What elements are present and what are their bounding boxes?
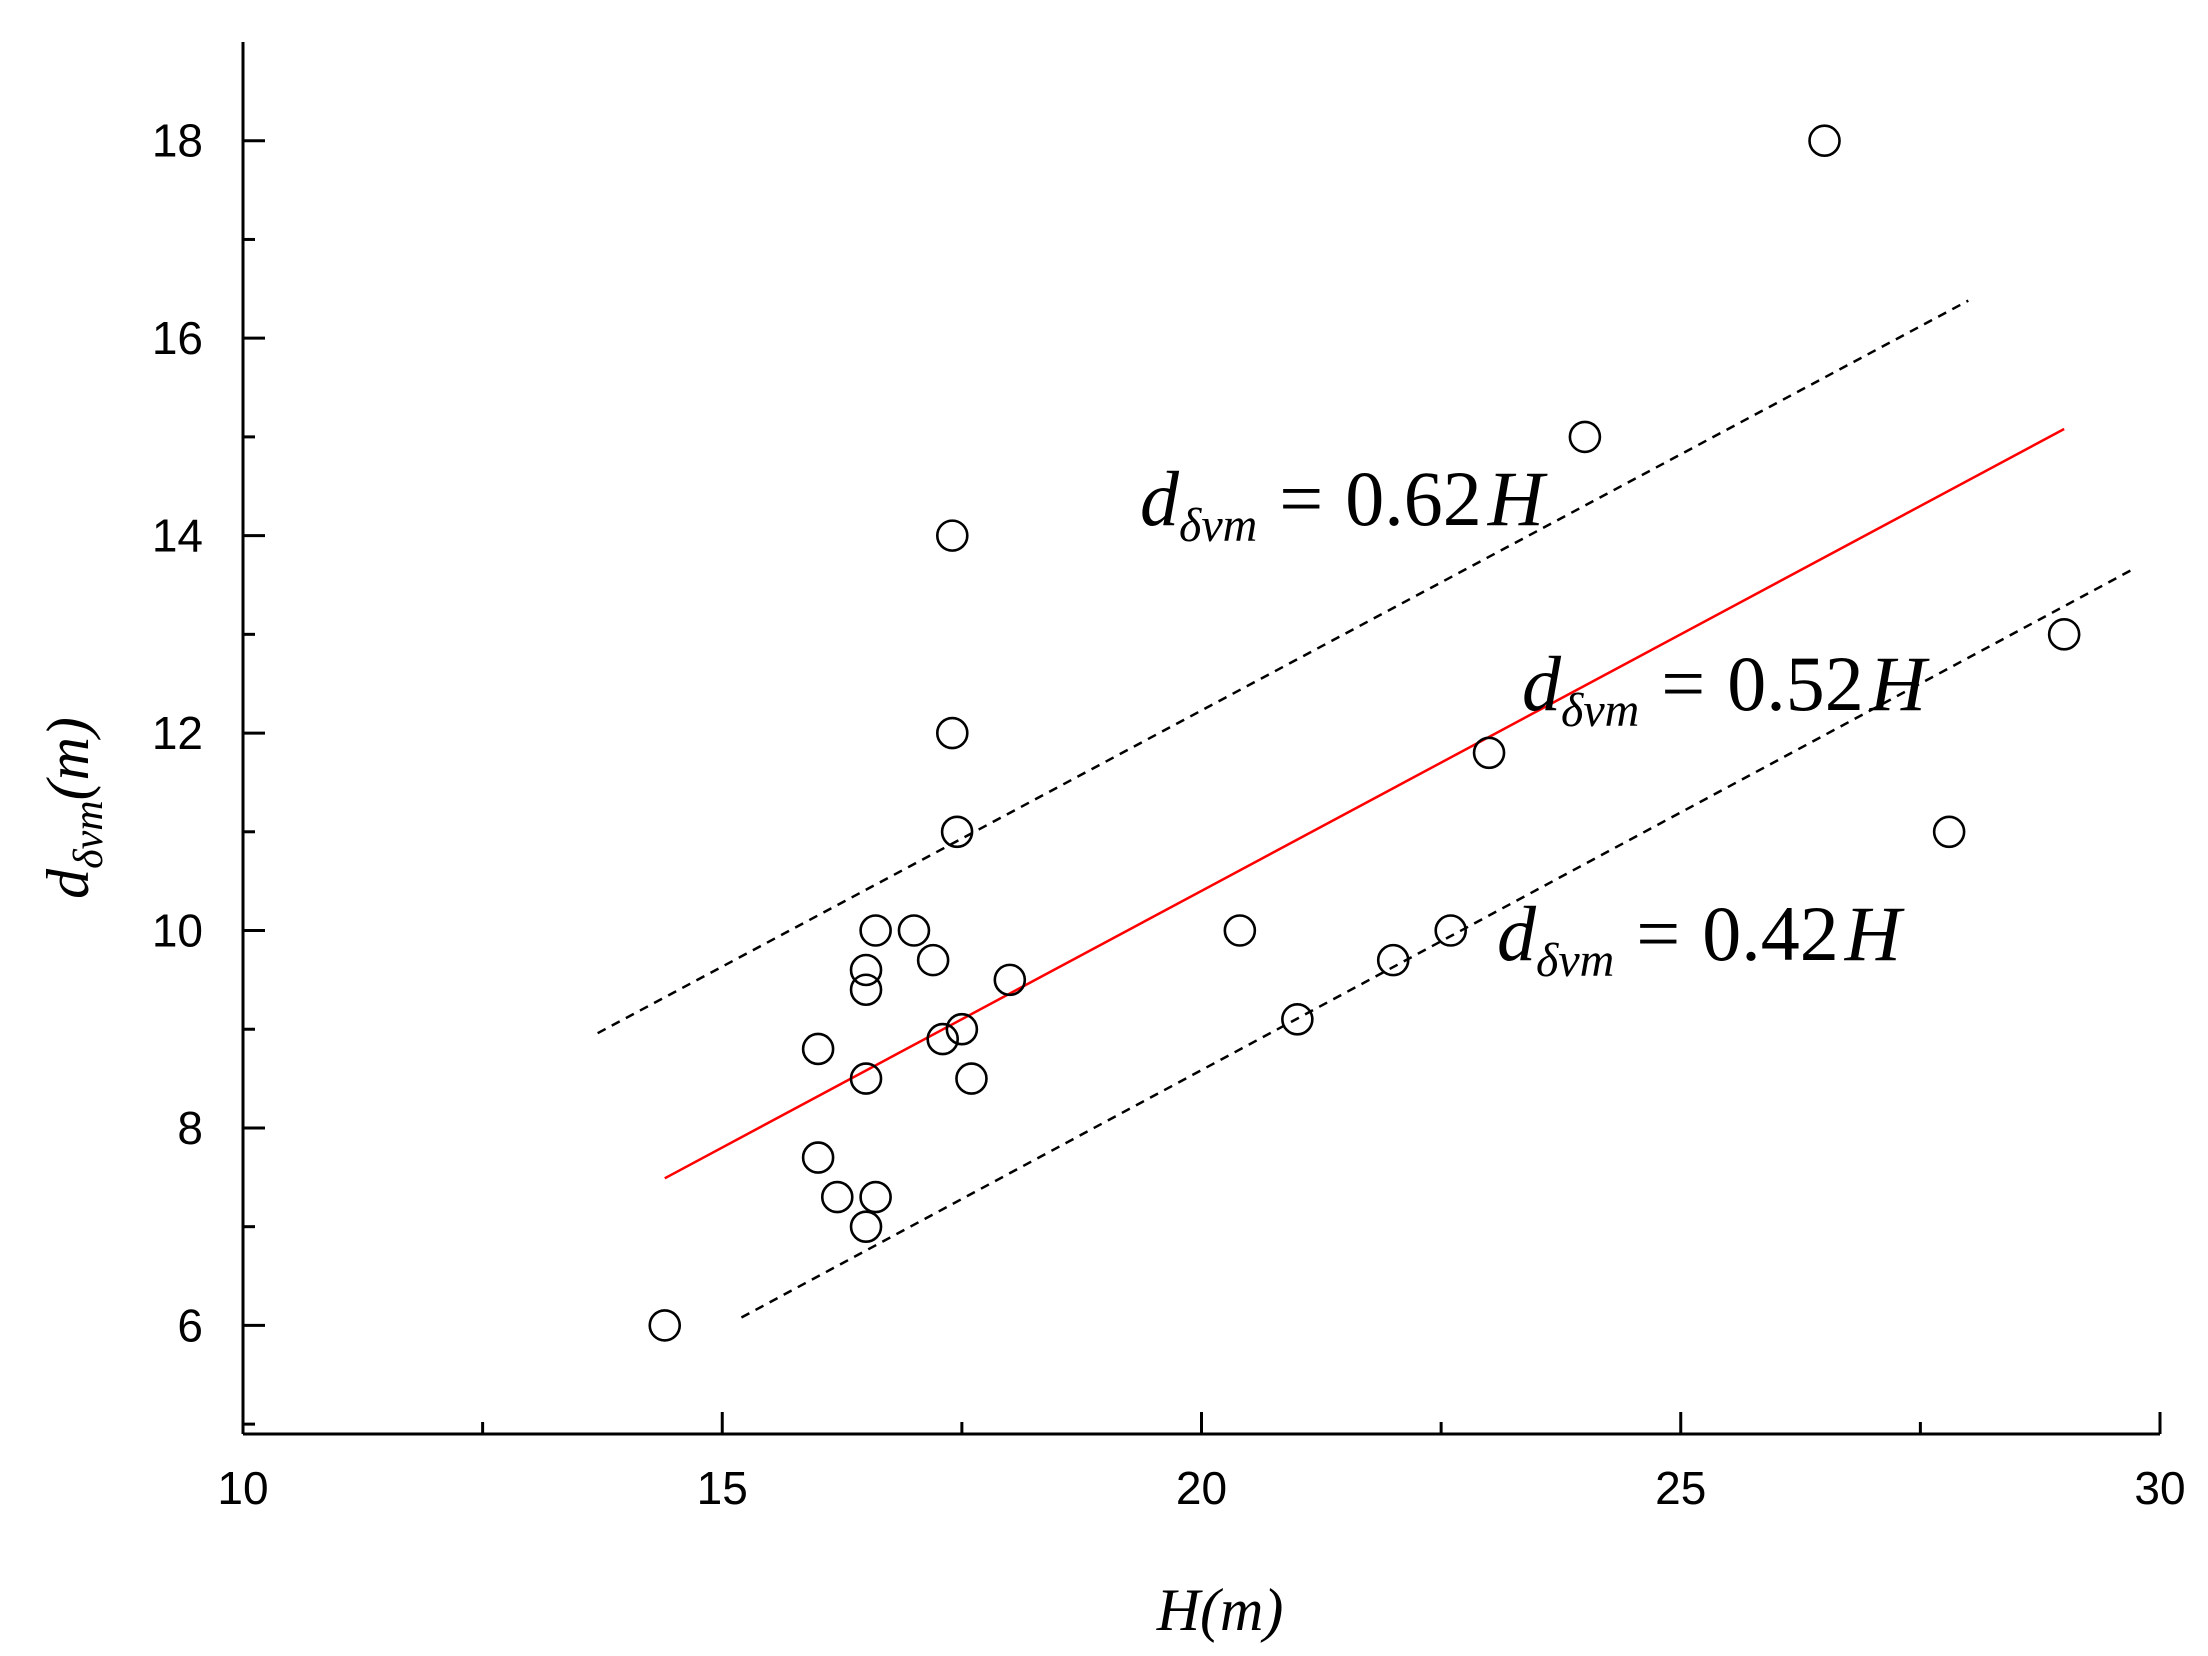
x-tick-label-20: 20 <box>1176 1462 1227 1514</box>
fit-line-052 <box>664 427 2065 1180</box>
data-point-18 <box>993 963 1027 997</box>
data-point-19 <box>1223 914 1257 947</box>
data-point-20 <box>1281 1003 1314 1036</box>
data-point-4 <box>849 953 883 987</box>
data-point-0 <box>648 1309 682 1342</box>
x-tick-label-25: 25 <box>1655 1462 1706 1514</box>
y-tick-label-18: 18 <box>152 115 203 167</box>
data-point-24 <box>1568 420 1602 454</box>
y-tick-label-14: 14 <box>152 510 203 562</box>
data-point-21 <box>1376 943 1410 977</box>
data-point-11 <box>916 943 950 977</box>
fit-line-042 <box>740 569 2132 1319</box>
data-point-10 <box>897 914 931 947</box>
data-points <box>648 124 2081 1342</box>
y-tick-label-16: 16 <box>152 312 203 364</box>
data-point-16 <box>945 1012 979 1046</box>
equation-label-052: dδvm = 0.52H <box>1522 640 1930 737</box>
data-point-1 <box>801 1032 835 1066</box>
y-tick-label-10: 10 <box>152 905 203 957</box>
data-point-17 <box>955 1062 988 1095</box>
y-tick-label-12: 12 <box>152 707 203 759</box>
fit-lines <box>597 299 2132 1319</box>
y-axis-title: dδvm(m) <box>35 717 112 899</box>
equation-label-062: dδvm = 0.62H <box>1140 455 1548 552</box>
y-tick-label-6: 6 <box>177 1299 203 1351</box>
axes: 10 15 20 25 30 6 8 10 12 14 16 18 <box>152 42 2186 1514</box>
data-point-2 <box>801 1141 835 1174</box>
x-tick-label-15: 15 <box>697 1462 748 1514</box>
fit-line-062 <box>597 299 1969 1035</box>
x-axis-title: H(m) <box>1156 1577 1284 1643</box>
data-point-7 <box>849 1210 883 1243</box>
data-point-6 <box>849 1062 883 1095</box>
data-point-23 <box>1472 736 1506 770</box>
data-point-26 <box>1932 815 1966 849</box>
data-point-12 <box>926 1022 960 1056</box>
data-point-25 <box>1808 124 1841 158</box>
data-point-5 <box>849 973 883 1007</box>
data-point-22 <box>1434 914 1468 947</box>
y-tick-label-8: 8 <box>177 1102 203 1154</box>
data-point-3 <box>820 1180 854 1214</box>
data-point-9 <box>859 1180 892 1214</box>
data-point-15 <box>940 815 974 849</box>
data-point-14 <box>935 716 969 750</box>
equation-label-042: dδvm = 0.42H <box>1497 890 1905 987</box>
data-point-27 <box>2047 618 2081 651</box>
data-point-8 <box>859 914 892 947</box>
data-point-13 <box>935 519 969 552</box>
x-tick-label-10: 10 <box>217 1462 268 1514</box>
x-tick-label-30: 30 <box>2134 1462 2185 1514</box>
